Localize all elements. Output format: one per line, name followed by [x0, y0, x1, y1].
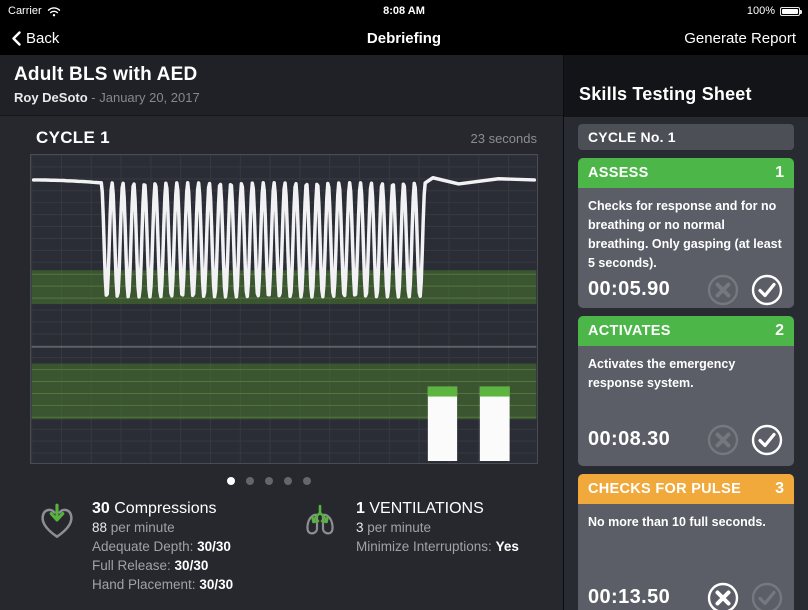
battery-percent: 100% — [746, 5, 775, 17]
page-dot[interactable] — [284, 477, 292, 485]
clock: 8:08 AM — [383, 5, 425, 17]
cycle-header-row: CYCLE 1 23 seconds — [0, 115, 563, 154]
back-label: Back — [26, 30, 60, 47]
pass-icon[interactable] — [750, 423, 784, 457]
back-chevron-icon — [12, 31, 21, 46]
skill-card-header: CHECKS FOR PULSE 3 — [578, 473, 794, 504]
skill-description: Checks for response and for no breathing… — [588, 198, 782, 270]
page-dot[interactable] — [265, 477, 273, 485]
compressions-count: 30 — [92, 500, 110, 517]
skill-card-header: ASSESS 1 — [578, 157, 794, 188]
step-number: 1 — [775, 163, 784, 181]
cycle-duration: 23 seconds — [470, 131, 538, 146]
sidebar-header: Skills Testing Sheet — [564, 55, 808, 117]
battery-icon — [780, 6, 802, 16]
page-dot[interactable] — [246, 477, 254, 485]
cycle-stats: 30 Compressions 88 per minute Adequate D… — [0, 491, 563, 594]
compression-waveform-chart — [30, 154, 538, 464]
skill-time: 00:13.50 — [588, 586, 671, 609]
lungs-ventilation-icon — [300, 499, 342, 594]
pass-icon[interactable] — [750, 581, 784, 610]
fail-icon[interactable] — [706, 273, 740, 307]
minimize-interruptions-row: Minimize Interruptions: Yes — [356, 539, 519, 554]
compressions-stat: 30 Compressions 88 per minute Adequate D… — [36, 499, 300, 594]
session-subtitle: Roy DeSoto - January 20, 2017 — [14, 90, 200, 105]
session-header: Adult BLS with AED Roy DeSoto - January … — [0, 55, 563, 115]
page-dot[interactable] — [303, 477, 311, 485]
fail-icon[interactable] — [706, 581, 740, 610]
skill-time: 00:05.90 — [588, 278, 671, 301]
compression-chart — [30, 154, 540, 469]
generate-report-button[interactable]: Generate Report — [684, 30, 796, 47]
compressions-label: Compressions — [114, 500, 217, 517]
sidebar-title: Skills Testing Sheet — [579, 83, 752, 104]
pass-icon[interactable] — [750, 273, 784, 307]
wifi-icon — [47, 6, 60, 16]
page-dot[interactable] — [227, 477, 235, 485]
fail-icon[interactable] — [706, 423, 740, 457]
full-release-row: Full Release: 30/30 — [92, 558, 209, 573]
skill-card-header: ACTIVATES 2 — [578, 315, 794, 346]
skill-time: 00:08.30 — [588, 428, 671, 451]
nav-bar: Back Debriefing Generate Report — [0, 22, 808, 55]
ventilations-stat: 1 VENTILATIONS 3 per minute Minimize Int… — [300, 499, 519, 594]
ventilations-label: VENTILATIONS — [369, 500, 484, 517]
debriefing-panel: Adult BLS with AED Roy DeSoto - January … — [0, 55, 563, 610]
carrier-label: Carrier — [8, 5, 42, 17]
step-number: 2 — [775, 321, 784, 339]
skill-card-assess[interactable]: ASSESS 1 Checks for response and for no … — [578, 157, 794, 308]
cycle-number-chip: CYCLE No. 1 — [578, 123, 794, 150]
skill-description: Activates the emergency response system. — [588, 356, 736, 390]
hand-placement-row: Hand Placement: 30/30 — [92, 577, 234, 592]
adequate-depth-row: Adequate Depth: 30/30 — [92, 539, 231, 554]
student-name: Roy DeSoto — [14, 90, 88, 105]
ventilations-count: 1 — [356, 500, 365, 517]
step-number: 3 — [775, 479, 784, 497]
skill-description: No more than 10 full seconds. — [588, 514, 766, 529]
back-button[interactable]: Back — [12, 30, 59, 47]
session-title: Adult BLS with AED — [14, 64, 198, 85]
heart-compression-icon — [36, 499, 78, 594]
status-bar: Carrier 8:08 AM 100% — [0, 0, 808, 22]
cycle-title: CYCLE 1 — [36, 128, 110, 147]
skill-card-checks-for-pulse[interactable]: CHECKS FOR PULSE 3 No more than 10 full … — [578, 473, 794, 610]
skills-testing-sidebar: Skills Testing Sheet CYCLE No. 1 ASSESS … — [563, 55, 808, 610]
skill-card-activates[interactable]: ACTIVATES 2 Activates the emergency resp… — [578, 315, 794, 466]
page-dots — [0, 469, 538, 491]
session-date: January 20, 2017 — [99, 90, 200, 105]
